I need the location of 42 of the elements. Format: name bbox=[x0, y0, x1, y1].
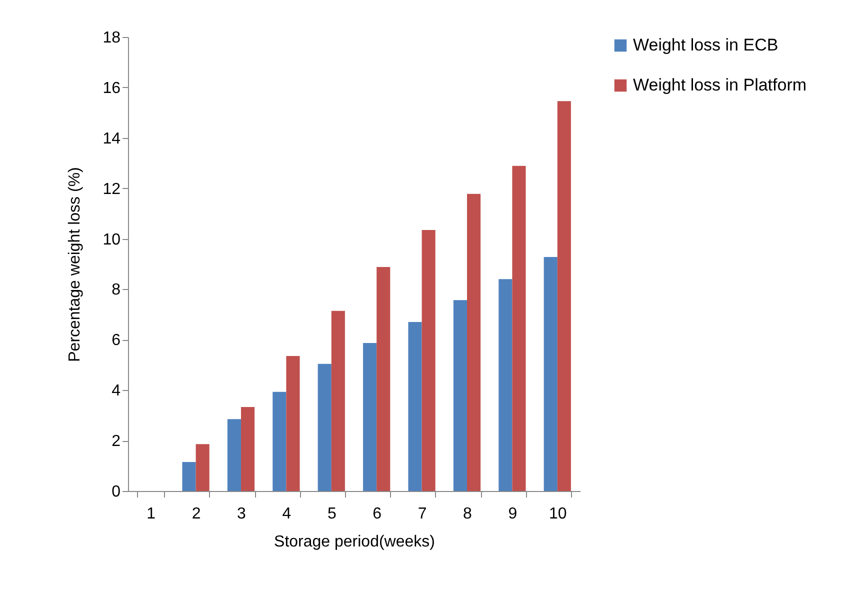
x-tick-label: 3 bbox=[237, 506, 246, 522]
x-tick-label: 5 bbox=[327, 506, 336, 522]
bar bbox=[422, 230, 436, 491]
bar bbox=[376, 267, 390, 491]
bar bbox=[408, 322, 422, 491]
bar bbox=[227, 419, 241, 491]
legend-label: Weight loss in Platform bbox=[633, 76, 807, 94]
bar bbox=[498, 279, 512, 491]
y-tick-label: 0 bbox=[112, 484, 121, 500]
legend-label: Weight loss in ECB bbox=[633, 36, 778, 54]
bar bbox=[331, 310, 345, 491]
x-tick-label: 4 bbox=[282, 506, 292, 522]
y-tick-label: 16 bbox=[102, 80, 121, 97]
y-axis-title: Percentage weight loss (%) bbox=[66, 167, 84, 362]
bar bbox=[557, 101, 571, 491]
bar bbox=[363, 342, 377, 491]
y-tick-label: 8 bbox=[112, 282, 121, 299]
bar bbox=[467, 194, 481, 491]
x-tick-label: 1 bbox=[146, 506, 156, 522]
x-axis-title: Storage period(weeks) bbox=[274, 534, 435, 550]
x-tick-label: 8 bbox=[463, 506, 472, 522]
x-tick-label: 7 bbox=[418, 506, 427, 522]
bar bbox=[318, 364, 332, 491]
y-tick-label: 2 bbox=[112, 433, 121, 450]
y-tick-label: 14 bbox=[102, 130, 121, 148]
bar bbox=[272, 392, 286, 491]
bar bbox=[286, 356, 300, 491]
y-tick-label: 6 bbox=[112, 332, 121, 350]
bar bbox=[241, 407, 255, 491]
x-tick-label: 6 bbox=[372, 506, 382, 522]
bar bbox=[182, 462, 196, 491]
y-tick-label: 4 bbox=[112, 382, 121, 400]
bar bbox=[453, 300, 467, 491]
x-tick-label: 9 bbox=[508, 506, 518, 522]
bar bbox=[512, 166, 526, 491]
bar bbox=[544, 256, 558, 491]
x-tick-label: 10 bbox=[549, 506, 567, 522]
y-tick-label: 10 bbox=[102, 231, 121, 248]
bar bbox=[196, 444, 210, 491]
x-tick-label: 2 bbox=[192, 506, 201, 522]
y-tick-label: 12 bbox=[102, 180, 121, 198]
y-tick-label: 18 bbox=[102, 30, 121, 46]
